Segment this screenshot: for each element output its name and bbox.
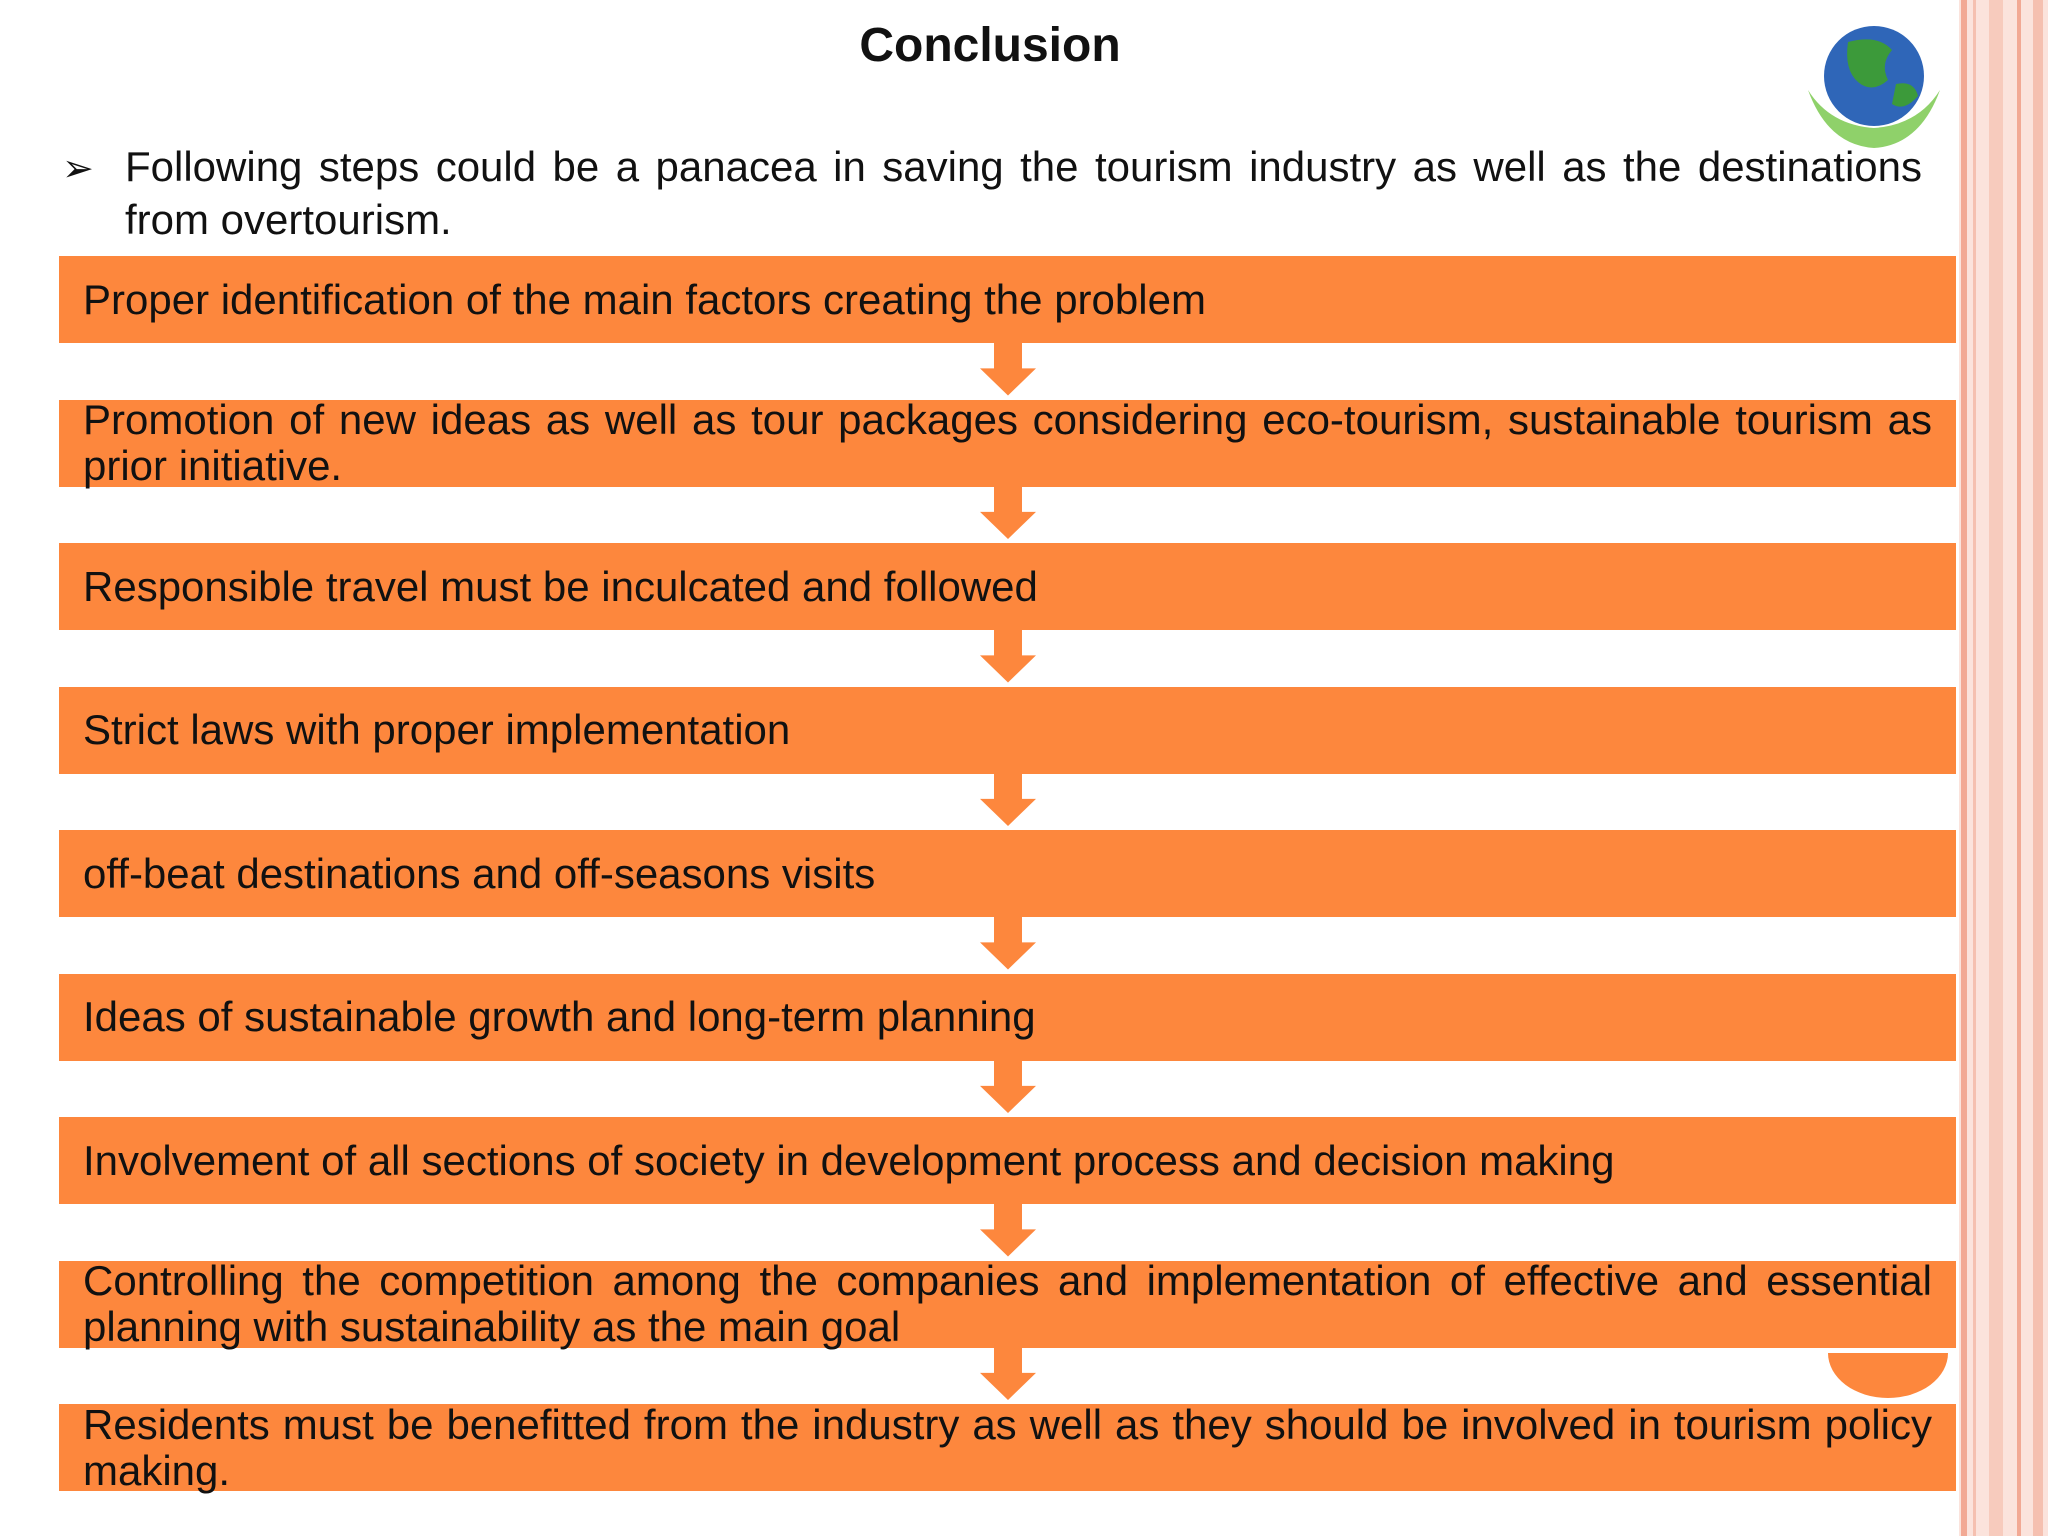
border-decoration	[1959, 0, 2048, 1536]
step-box: Residents must be benefitted from the in…	[59, 1400, 1956, 1494]
step-box: Involvement of all sections of society i…	[59, 1117, 1956, 1204]
step-text: Responsible travel must be inculcated an…	[83, 562, 1038, 610]
step-text: Strict laws with proper implementation	[83, 706, 791, 753]
down-arrow	[980, 773, 1036, 826]
down-arrow	[980, 1204, 1036, 1257]
step-box: Ideas of sustainable growth and long-ter…	[59, 973, 1956, 1061]
slide-title: Conclusion	[859, 19, 1121, 72]
step-box: Controlling the competition among the co…	[59, 1257, 1956, 1350]
step-text: Controlling the competition among the co…	[83, 1257, 1932, 1350]
down-arrow	[980, 1060, 1036, 1113]
down-arrow	[980, 1347, 1036, 1400]
globe-logo	[1808, 26, 1940, 148]
step-box: Proper identification of the main factor…	[59, 256, 1956, 343]
step-box: Promotion of new ideas as well as tour p…	[59, 396, 1956, 489]
down-arrow	[980, 343, 1036, 396]
decor-half-circle	[1828, 1353, 1948, 1398]
down-arrow	[980, 917, 1036, 970]
step-text: Involvement of all sections of society i…	[83, 1136, 1615, 1184]
step-text: Proper identification of the main factor…	[83, 275, 1206, 323]
step-text: off-beat destinations and off-seasons vi…	[83, 849, 876, 897]
step-text: Residents must be benefitted from the in…	[83, 1400, 1932, 1494]
step-box: off-beat destinations and off-seasons vi…	[59, 830, 1956, 917]
step-text: Promotion of new ideas as well as tour p…	[83, 396, 1932, 489]
down-arrow	[980, 486, 1036, 539]
down-arrow	[980, 630, 1036, 683]
step-box: Strict laws with proper implementation	[59, 686, 1956, 774]
step-text: Ideas of sustainable growth and long-ter…	[83, 993, 1036, 1040]
bullet-icon: ➢	[62, 148, 94, 190]
step-box: Responsible travel must be inculcated an…	[59, 543, 1956, 630]
intro-text: Following steps could be a panacea in sa…	[125, 143, 1922, 243]
